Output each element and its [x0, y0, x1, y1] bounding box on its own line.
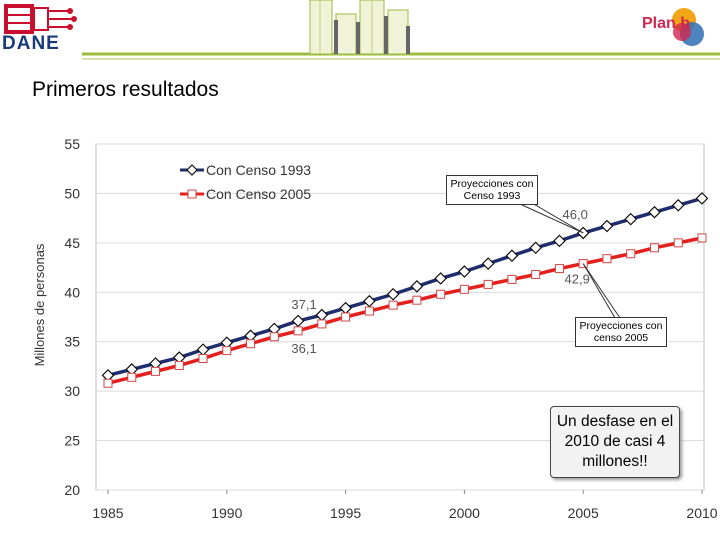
point-2005-2003 [531, 269, 541, 279]
header-decoration [82, 0, 720, 60]
point-2005-2004 [554, 264, 564, 274]
y-tick-label-35: 35 [64, 334, 80, 350]
point-2005-1990 [222, 346, 232, 356]
x-tick-label-2000: 2000 [449, 505, 480, 521]
leader-2005-b [582, 263, 621, 319]
point-2005-1992 [269, 332, 279, 342]
point-2005-1989 [198, 354, 208, 364]
annotation-1993-1993: 37,1 [291, 297, 316, 312]
annotation-1993-2005: 36,1 [291, 341, 316, 356]
x-tick-label-1985: 1985 [92, 505, 123, 521]
point-2005-1991 [246, 339, 256, 349]
x-tick-label-2005: 2005 [568, 505, 599, 521]
point-2005-1999 [436, 289, 446, 299]
x-tick-label-2010: 2010 [686, 505, 717, 521]
y-axis-label: Millones de personas [32, 243, 47, 366]
point-2005-1996 [364, 306, 374, 316]
dane-logo-text: DANE [2, 33, 60, 54]
point-2005-2010 [697, 233, 707, 243]
callout-censo-1993: Proyecciones con Censo 1993 [446, 175, 538, 205]
x-tick-label-1995: 1995 [330, 505, 361, 521]
point-1993-2007 [624, 212, 638, 226]
point-2005-1993 [293, 326, 303, 336]
leader-2005-a [582, 263, 616, 319]
point-1993-2010 [695, 192, 709, 205]
data-annotations: 37,1 36,1 46,0 42,9 [291, 207, 589, 356]
annotation-2005-1993: 46,0 [563, 207, 588, 222]
point-1993-1997 [386, 287, 400, 301]
y-tick-label-20: 20 [64, 482, 80, 498]
point-1993-2004 [553, 234, 566, 248]
x-tick-label-1990: 1990 [211, 505, 242, 521]
annotation-2005-2005: 42,9 [565, 272, 590, 287]
building-bars-graphic [309, 0, 410, 55]
callout-censo-2005: Proyecciones con censo 2005 [575, 317, 667, 347]
point-2005-2002 [507, 274, 517, 284]
header: DANE Plan b [0, 0, 720, 62]
planb-logo-text: Plan b [642, 15, 691, 32]
point-2005-2000 [459, 284, 469, 294]
point-1993-2009 [671, 198, 685, 212]
legend-marker-2005 [187, 189, 197, 199]
point-2005-2007 [626, 249, 636, 259]
legend-label-0: Con Censo 1993 [206, 162, 311, 178]
point-2005-2008 [649, 243, 659, 253]
point-2005-2009 [673, 238, 683, 248]
point-1993-2001 [481, 257, 495, 270]
difference-note-text: Un desfase en el 2010 de casi 4 millones… [556, 413, 674, 470]
point-2005-1985 [103, 378, 113, 388]
point-2005-2001 [483, 279, 493, 289]
point-1993-1998 [410, 280, 424, 293]
leader-1993-b [519, 203, 584, 234]
point-2005-2006 [602, 254, 612, 264]
point-1993-2006 [600, 219, 614, 233]
point-2005-1988 [174, 360, 184, 370]
point-1993-2003 [529, 241, 543, 255]
dane-logo-icon [4, 4, 77, 34]
y-axis-ticks: 20 25 30 35 40 45 50 55 [64, 136, 80, 498]
point-2005-1997 [388, 300, 398, 310]
y-tick-label-25: 25 [64, 433, 80, 449]
point-2005-1998 [412, 295, 422, 305]
point-1993-2002 [505, 249, 519, 263]
planb-logo-icon [672, 8, 704, 46]
chart-legend: Con Censo 1993 Con Censo 2005 [180, 162, 311, 202]
y-tick-label-30: 30 [64, 383, 80, 399]
point-1993-2000 [458, 265, 471, 278]
point-2005-1986 [127, 372, 137, 382]
point-1993-2008 [648, 205, 661, 219]
series-markers [101, 192, 709, 388]
point-2005-1994 [317, 319, 327, 329]
point-2005-1987 [151, 366, 161, 376]
y-tick-label-55: 55 [64, 136, 80, 152]
difference-note: Un desfase en el 2010 de casi 4 millones… [550, 406, 680, 478]
y-tick-label-45: 45 [64, 235, 80, 251]
callout-leader-lines [519, 195, 621, 319]
y-tick-label-40: 40 [64, 284, 80, 300]
legend-marker-1993 [186, 164, 198, 176]
y-tick-label-50: 50 [64, 185, 80, 201]
x-axis-ticks: 1985 1990 1995 2000 2005 2010 [92, 490, 718, 521]
point-2005-1995 [341, 312, 351, 322]
legend-label-1: Con Censo 2005 [206, 186, 311, 202]
point-1993-1999 [434, 272, 447, 285]
page-title: Primeros resultados [32, 78, 219, 101]
